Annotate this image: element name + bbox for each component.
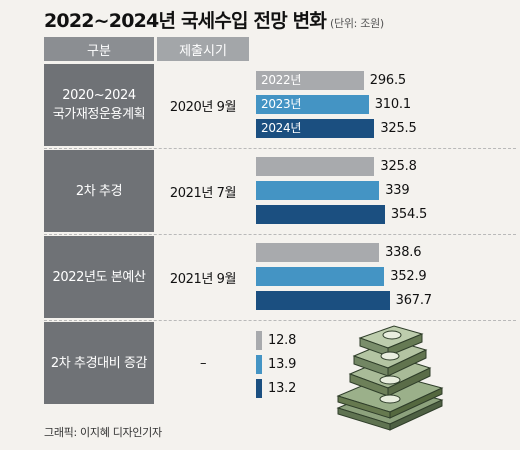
bar	[256, 205, 385, 224]
bar	[256, 379, 262, 398]
data-label: 352.9	[390, 269, 427, 284]
bar	[256, 291, 390, 310]
row-divider	[44, 320, 516, 321]
bar: 2023년	[256, 95, 369, 114]
row-divider	[44, 234, 516, 235]
bar: 2024년	[256, 119, 375, 138]
category-label: 2차 추경	[75, 183, 123, 199]
data-label: 338.6	[385, 245, 422, 260]
data-label: 325.8	[380, 159, 417, 174]
data-label: 325.5	[380, 121, 417, 136]
data-label: 367.7	[395, 293, 432, 308]
legend-label: 2022년	[261, 73, 302, 87]
row-divider	[44, 148, 516, 149]
bar	[256, 181, 380, 200]
bar	[256, 355, 262, 374]
date-cell: 2021년 7월	[169, 185, 237, 201]
category-cell: 2차 추경대비 증감	[44, 322, 154, 404]
category-label: 2020~2024	[62, 88, 136, 103]
category-label: 2022년도 본예산	[52, 269, 146, 285]
data-label: 354.5	[390, 207, 428, 222]
category-label: 국가재정운용계획	[52, 107, 146, 122]
bar	[256, 331, 262, 350]
data-label: 310.1	[374, 97, 411, 112]
header-category: 구분	[44, 37, 154, 61]
category-cell: 2022년도 본예산	[44, 236, 154, 318]
bar	[256, 243, 380, 262]
money-stack-illustration	[336, 325, 444, 431]
unit-label: (단위: 조원)	[330, 17, 384, 30]
date-cell: –	[199, 355, 207, 371]
data-label: 13.2	[268, 381, 297, 396]
date-cell: 2020년 9월	[169, 99, 237, 115]
bar	[256, 267, 385, 286]
credit-text: 그래픽: 이지혜 디자인기자	[44, 426, 162, 439]
data-label: 12.8	[268, 333, 297, 348]
header-date: 제출시기	[157, 37, 249, 61]
bar	[256, 157, 375, 176]
data-label: 296.5	[369, 73, 406, 88]
category-cell: 2020~2024 국가재정운용계획	[44, 64, 154, 146]
chart-title: 2022~2024년 국세수입 전망 변화	[44, 10, 327, 32]
category-cell: 2차 추경	[44, 150, 154, 232]
category-label: 2차 추경대비 증감	[50, 355, 148, 371]
data-label: 339	[385, 183, 410, 198]
legend-label: 2024년	[261, 121, 302, 135]
bar: 2022년	[256, 71, 364, 90]
chart-title-wrap: 2022~2024년 국세수입 전망 변화 (단위: 조원)	[44, 6, 384, 36]
legend-label: 2023년	[261, 97, 302, 111]
date-cell: 2021년 9월	[169, 271, 237, 287]
data-label: 13.9	[268, 357, 297, 372]
